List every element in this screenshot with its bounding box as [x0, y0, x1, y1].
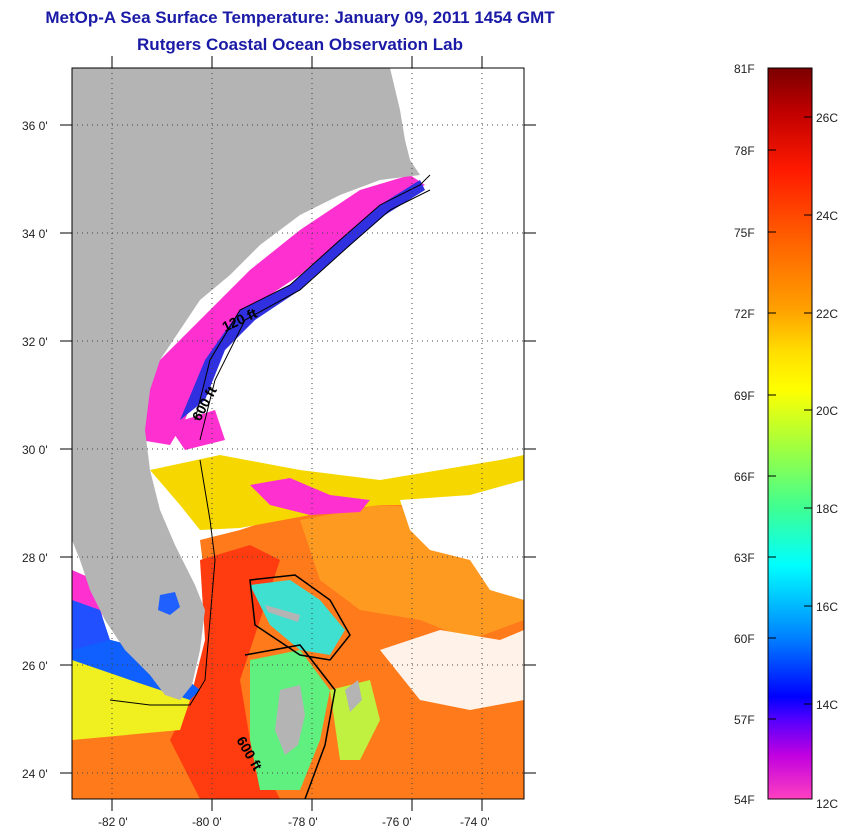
andros-island: [275, 685, 305, 755]
outer-bahama-islands: [345, 680, 362, 712]
lon-label-74: -74 0': [460, 815, 490, 829]
contour-600ft: [199, 189, 431, 441]
cold-shelf-water: [140, 175, 425, 445]
map-ticks: [60, 56, 536, 811]
lat-label-24: 24 0': [22, 767, 48, 781]
cloud-cover-south: [380, 630, 524, 710]
colorbar-label-26c: 26C: [816, 111, 838, 125]
lat-label-26: 26 0': [22, 659, 48, 673]
map-frame: [71, 67, 525, 800]
contour-florida-600ft: [109, 459, 216, 706]
magenta-front: [250, 478, 370, 515]
colorbar-label-66f: 66F: [734, 470, 755, 484]
map-subtitle: Rutgers Coastal Ocean Observation Lab: [137, 35, 463, 54]
colorbar-label-24c: 24C: [816, 209, 838, 223]
colorbar-label-20c: 20C: [816, 404, 838, 418]
colorbar-label-14c: 14C: [816, 698, 838, 712]
grand-bahama-island: [265, 605, 300, 622]
lake-okeechobee: [158, 592, 180, 615]
yellow-front: [150, 455, 524, 530]
map-gridlines: [72, 68, 524, 799]
colorbar-label-16c: 16C: [816, 600, 838, 614]
colorbar: [767, 67, 813, 800]
map-title: MetOp-A Sea Surface Temperature: January…: [45, 8, 555, 27]
colorbar-label-63f: 63F: [734, 551, 755, 565]
colorbar-label-81f: 81F: [734, 62, 755, 76]
lat-label-36: 36 0': [22, 119, 48, 133]
lon-label-82: -82 0': [98, 815, 128, 829]
east-coast-landmass: [72, 68, 420, 700]
lon-label-78: -78 0': [288, 815, 318, 829]
colorbar-label-75f: 75F: [734, 226, 755, 240]
colorbar-label-22c: 22C: [816, 307, 838, 321]
contour-120ft: [194, 174, 431, 421]
colorbar-label-72f: 72F: [734, 307, 755, 321]
colorbar-ticks: [768, 67, 812, 800]
lat-label-34: 34 0': [22, 227, 48, 241]
gulf-of-mexico-blue: [72, 600, 110, 650]
cloud-cover-east: [400, 480, 524, 600]
colorbar-label-60f: 60F: [734, 632, 755, 646]
map-panel: [72, 68, 524, 799]
keys-shallow-water: [72, 660, 190, 740]
lon-label-80: -80 0': [192, 815, 222, 829]
bahama-bank-east: [330, 680, 380, 760]
cold-shelf-magenta-bank: [168, 410, 225, 450]
cold-shelf-edge-blue: [180, 180, 425, 420]
lat-label-30: 30 0': [22, 443, 48, 457]
contour-bahamas: [249, 574, 351, 661]
colorbar-label-57f: 57F: [734, 713, 755, 727]
colorbar-label-78f: 78F: [734, 144, 755, 158]
colorbar-label-54f: 54F: [734, 793, 755, 807]
lat-label-28: 28 0': [22, 551, 48, 565]
lat-label-32: 32 0': [22, 335, 48, 349]
lon-label-76: -76 0': [382, 815, 412, 829]
colorbar-label-69f: 69F: [734, 389, 755, 403]
colorbar-label-12c: 12C: [816, 797, 838, 811]
contour-great-bahama-bank: [244, 644, 336, 799]
colorbar-label-18c: 18C: [816, 502, 838, 516]
